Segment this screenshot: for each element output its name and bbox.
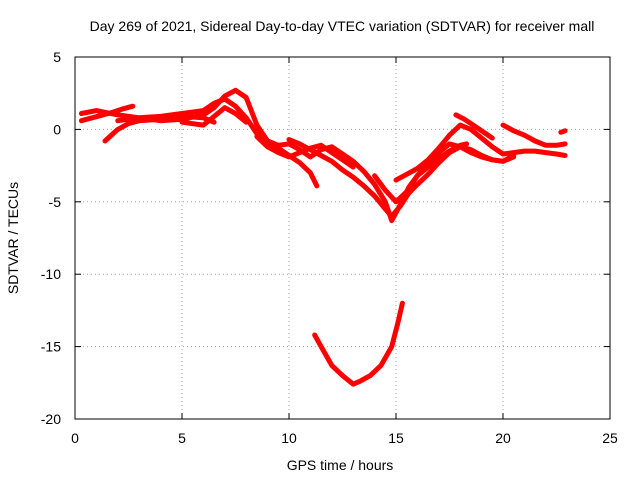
- series-line-arc-13: [558, 128, 568, 135]
- series-line-arc-11: [453, 112, 495, 141]
- y-tick-label: -20: [41, 411, 61, 427]
- y-tick-label: 0: [53, 121, 61, 137]
- series-line-arc-12: [312, 300, 405, 387]
- plot-frame: [74, 56, 611, 420]
- series-line-arc-6: [254, 134, 356, 170]
- x-tick-label: 20: [495, 430, 511, 446]
- y-tick-label: -5: [49, 194, 62, 210]
- y-axis-title: SDTVAR / TECUs: [5, 182, 21, 294]
- series-line-arc-8: [372, 141, 517, 205]
- series-line-arc-9: [393, 122, 568, 183]
- y-tick-label: 5: [53, 49, 61, 65]
- x-tick-label: 25: [602, 430, 618, 446]
- axis-ticks: [74, 56, 611, 420]
- x-tick-label: 10: [281, 430, 297, 446]
- x-tick-label: 0: [71, 430, 79, 446]
- data-series: [78, 87, 568, 387]
- series-line-arc-5: [179, 105, 249, 128]
- chart-title: Day 269 of 2021, Sidereal Day-to-day VTE…: [90, 18, 595, 34]
- x-tick-labels: 0 5 10 15 20 25: [71, 430, 618, 446]
- y-tick-label: -10: [41, 266, 61, 282]
- x-tick-label: 15: [388, 430, 404, 446]
- y-tick-label: -15: [41, 339, 61, 355]
- x-axis-title: GPS time / hours: [287, 457, 394, 473]
- y-tick-labels: 5 0 -5 -10 -15 -20: [41, 49, 61, 427]
- series-line-arc-3: [102, 113, 217, 144]
- series-line-arc-10: [500, 122, 568, 148]
- x-tick-label: 5: [178, 430, 186, 446]
